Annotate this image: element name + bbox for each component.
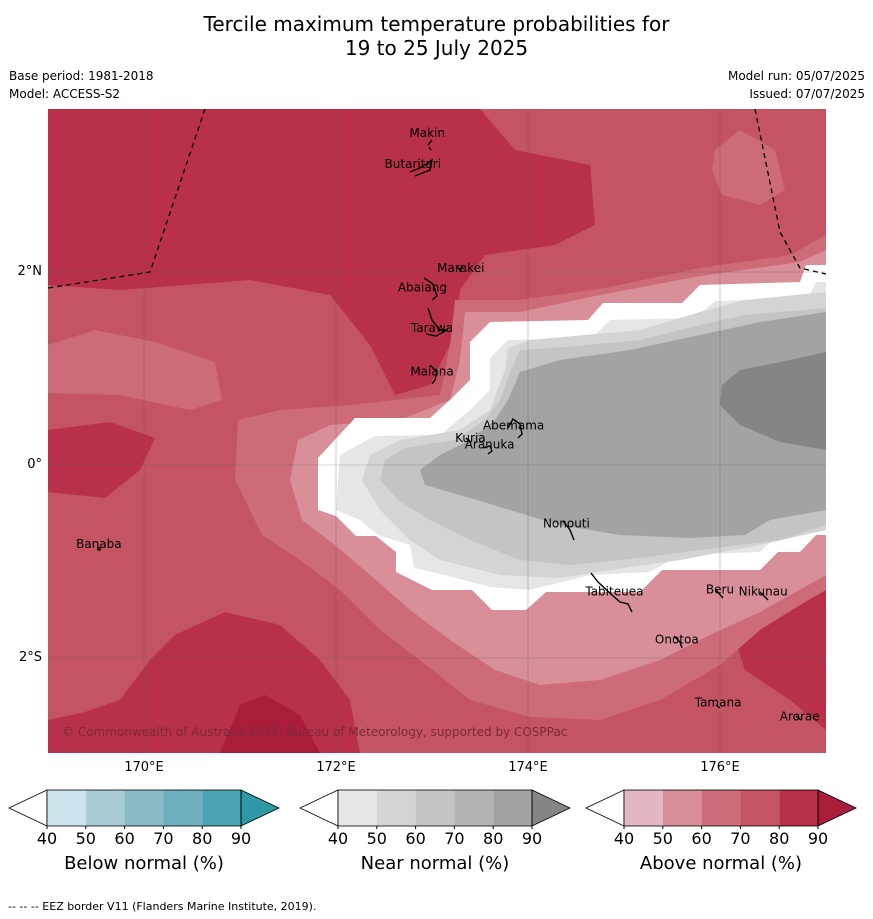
field-near-80 [720,352,826,450]
place-label-tabiteuea: Tabiteuea [584,584,643,598]
eez-border-west [48,109,206,289]
field-above-80-north [48,109,595,395]
meta-left: Base period: 1981-2018 Model: ACCESS-S2 [9,69,154,105]
place-label-abaiang: Abaiang [398,280,447,294]
place-label-marakei: Marakei [437,261,484,275]
issued-date: Issued: 07/07/2025 [749,87,865,101]
place-label-onotoa: Onotoa [655,633,699,647]
place-label-beru: Beru [706,582,734,596]
place-label-abemama: Abemama [483,418,544,432]
place-label-aranuka: Aranuka [465,438,515,452]
colorbar-title-2: Above normal (%) [639,853,803,874]
place-label-kuria: Kuria [455,431,486,445]
place-label-butaritari: Butaritari [385,157,442,171]
grid-lines [48,109,826,753]
place-label-makin: Makin [409,126,445,140]
lat-label: 2°S [18,650,42,665]
base-period: Base period: 1981-2018 [9,69,154,83]
place-labels: Makin Butaritari Marakei Abaiang Tarawa Maian… [76,126,820,724]
place-label-maiana: Maiana [410,364,453,378]
model-run: Model run: 05/07/2025 [727,69,865,83]
place-label-nonouti: Nonouti [543,517,590,531]
field-above-80-east [735,590,826,730]
place-label-arorae: Arorae [780,710,820,724]
colorbar-title-0: Below normal (%) [64,853,224,874]
island-outlines [97,139,802,721]
lon-label: 170°E [124,760,164,775]
field-above-90-south [220,695,320,753]
copyright-text: © Commonwealth of Australia 2025, Bureau… [62,725,567,739]
eez-border-east [754,109,826,275]
lon-label: 172°E [316,760,356,775]
place-label-tarawa: Tarawa [410,321,453,335]
lat-label: 2°N [17,264,43,279]
colorbar-title-1: Near normal (%) [360,853,510,874]
meta-right: Model run: 05/07/2025 Issued: 07/07/2025 [728,69,865,105]
footnote: -- -- -- EEZ border V11 (Flanders Marine… [8,900,317,913]
lat-label: 0° [27,457,42,472]
lon-label: 174°E [508,760,548,775]
title-line-2: 19 to 25 July 2025 [344,36,529,60]
title-line-1: Tercile maximum temperature probabilitie… [203,12,670,36]
field-above-60-west [48,330,222,410]
model-name: Model: ACCESS-S2 [9,87,121,101]
probability-fields: Makin Butaritari Marakei Abaiang Tarawa Maian… [48,109,826,753]
field-above-60-ne [712,130,785,205]
field-above-80-west [48,422,155,498]
place-label-banaba: Banaba [76,537,122,551]
place-label-tamana: Tamana [694,695,742,709]
field-near-70 [420,312,826,538]
map-title: Tercile maximum temperature probabilitie… [0,12,873,60]
place-label-nikunau: Nikunau [739,584,788,598]
lon-label: 176°E [700,760,740,775]
